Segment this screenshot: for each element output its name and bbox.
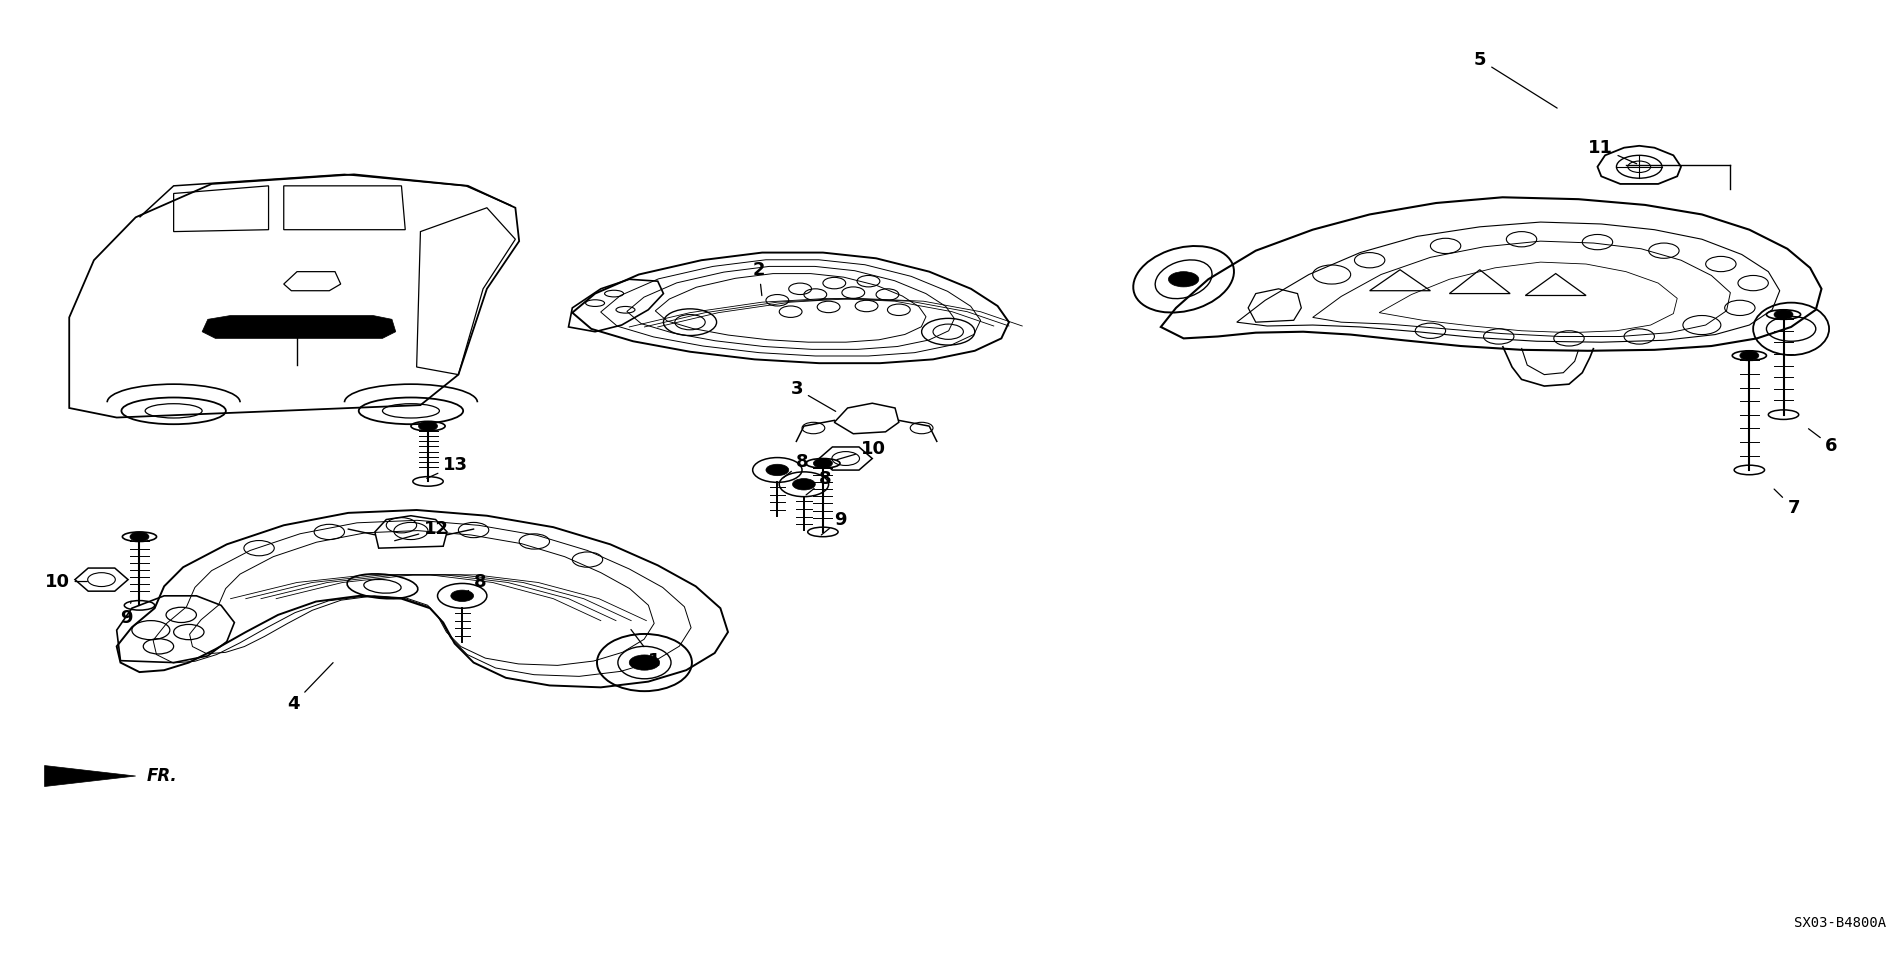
- Polygon shape: [44, 765, 135, 786]
- Circle shape: [628, 655, 659, 670]
- Text: 6: 6: [1809, 429, 1837, 456]
- Circle shape: [1775, 310, 1794, 319]
- Circle shape: [792, 479, 815, 490]
- Text: 5: 5: [1474, 51, 1557, 108]
- Circle shape: [1740, 351, 1759, 361]
- Text: 13: 13: [426, 456, 468, 479]
- Text: 8: 8: [461, 573, 486, 596]
- Circle shape: [129, 532, 149, 542]
- Polygon shape: [202, 316, 396, 339]
- Text: 8: 8: [805, 471, 832, 495]
- Text: 12: 12: [394, 520, 449, 541]
- Text: 10: 10: [838, 440, 885, 459]
- Text: 4: 4: [288, 663, 333, 713]
- Text: FR.: FR.: [147, 767, 177, 785]
- Text: 3: 3: [790, 380, 836, 411]
- Text: 1: 1: [630, 629, 661, 669]
- Circle shape: [1169, 271, 1200, 287]
- Circle shape: [765, 464, 788, 476]
- Text: 2: 2: [752, 261, 765, 295]
- Circle shape: [419, 421, 438, 431]
- Text: 10: 10: [44, 573, 88, 591]
- Text: 8: 8: [783, 454, 809, 478]
- Text: 9: 9: [821, 510, 847, 535]
- Circle shape: [813, 458, 832, 468]
- Text: SX03-B4800A: SX03-B4800A: [1794, 916, 1887, 929]
- Text: 11: 11: [1588, 139, 1637, 164]
- Text: 7: 7: [1775, 489, 1799, 517]
- Text: 9: 9: [120, 601, 133, 627]
- Circle shape: [451, 590, 474, 601]
